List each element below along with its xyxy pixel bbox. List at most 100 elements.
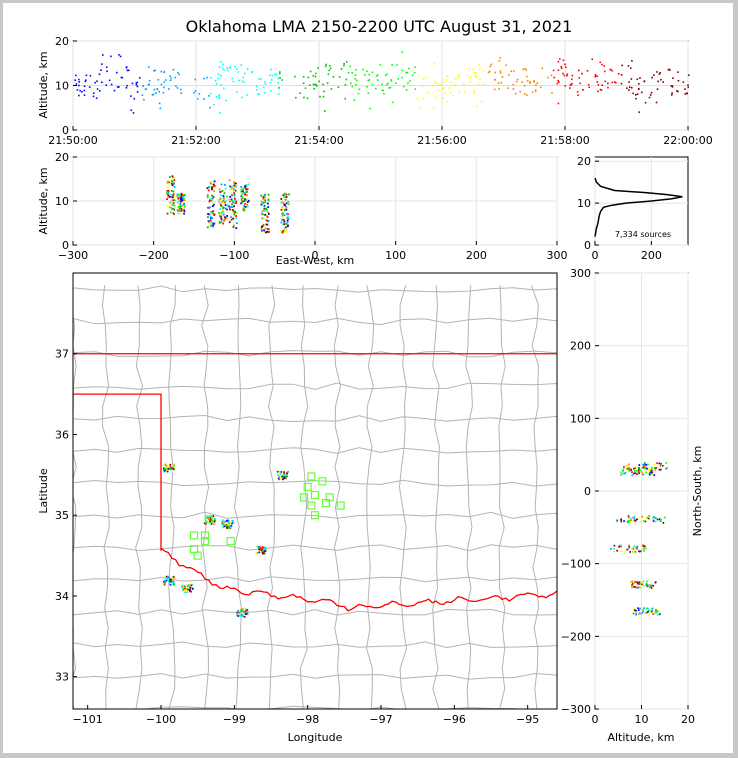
source-point bbox=[534, 90, 537, 92]
source-point bbox=[382, 89, 384, 92]
source-point bbox=[656, 462, 659, 465]
source-point bbox=[230, 216, 233, 219]
source-point bbox=[283, 192, 286, 195]
source-point bbox=[285, 222, 288, 225]
source-point bbox=[153, 88, 156, 91]
source-point bbox=[203, 77, 205, 80]
source-point bbox=[242, 76, 245, 79]
source-point bbox=[632, 92, 635, 95]
source-point bbox=[635, 609, 637, 612]
source-point bbox=[354, 74, 357, 76]
latitude-tick-label: 37 bbox=[55, 348, 69, 361]
source-point bbox=[211, 212, 214, 215]
ns-tick-label: −300 bbox=[561, 703, 591, 716]
source-point bbox=[474, 90, 476, 93]
source-point bbox=[314, 83, 316, 86]
source-point bbox=[167, 196, 170, 199]
source-point bbox=[521, 81, 523, 83]
source-point bbox=[622, 469, 625, 472]
source-point bbox=[225, 217, 227, 220]
source-point bbox=[634, 520, 637, 522]
source-point bbox=[151, 94, 154, 96]
source-point bbox=[210, 186, 213, 189]
source-point bbox=[219, 208, 221, 211]
source-point bbox=[280, 229, 283, 232]
source-point bbox=[664, 516, 666, 519]
source-point bbox=[557, 79, 560, 82]
source-point bbox=[280, 201, 283, 204]
source-point bbox=[263, 194, 266, 197]
source-point bbox=[184, 589, 187, 592]
altitude-tick-label: 10 bbox=[635, 713, 649, 726]
source-point bbox=[369, 107, 371, 110]
source-point bbox=[658, 518, 661, 521]
source-point bbox=[280, 198, 283, 200]
source-point bbox=[222, 201, 225, 204]
source-point bbox=[231, 200, 234, 203]
source-point bbox=[222, 199, 225, 202]
source-point bbox=[177, 194, 180, 197]
source-point bbox=[262, 198, 265, 201]
source-point bbox=[218, 212, 221, 215]
source-point bbox=[172, 468, 175, 470]
source-point bbox=[463, 83, 465, 85]
source-point bbox=[294, 96, 297, 99]
source-point bbox=[232, 181, 235, 184]
source-point bbox=[332, 75, 335, 78]
source-point bbox=[285, 202, 288, 205]
source-point bbox=[210, 181, 213, 184]
source-point bbox=[281, 473, 283, 476]
source-point bbox=[414, 88, 417, 90]
source-point bbox=[657, 80, 660, 83]
source-point bbox=[240, 202, 243, 205]
source-point bbox=[269, 90, 272, 92]
source-point bbox=[676, 90, 678, 92]
source-point bbox=[281, 478, 284, 481]
source-point bbox=[277, 93, 280, 95]
source-point bbox=[636, 473, 639, 476]
source-point bbox=[126, 69, 129, 72]
source-point bbox=[191, 586, 194, 589]
source-point bbox=[381, 83, 383, 86]
station-marker bbox=[204, 515, 213, 524]
source-point bbox=[219, 112, 221, 114]
source-point bbox=[167, 189, 170, 192]
source-point bbox=[620, 521, 623, 523]
source-point bbox=[644, 520, 647, 523]
source-point bbox=[662, 466, 665, 468]
source-point bbox=[217, 95, 220, 98]
source-point bbox=[267, 202, 269, 205]
source-point bbox=[522, 68, 524, 71]
source-point bbox=[78, 94, 80, 97]
source-point bbox=[235, 200, 238, 203]
source-point bbox=[171, 208, 173, 210]
source-point bbox=[319, 95, 321, 98]
source-point bbox=[628, 81, 630, 83]
source-point bbox=[182, 207, 185, 210]
source-point bbox=[639, 583, 641, 585]
source-point bbox=[355, 83, 357, 86]
source-point bbox=[227, 527, 230, 529]
source-point bbox=[637, 607, 639, 610]
source-point bbox=[637, 582, 639, 585]
source-point bbox=[207, 216, 209, 219]
source-point bbox=[672, 77, 674, 79]
source-point bbox=[630, 580, 633, 583]
source-point bbox=[621, 472, 624, 475]
count-tick-label: 0 bbox=[592, 249, 599, 262]
altitude-tick-label: 20 bbox=[55, 35, 69, 48]
source-point bbox=[178, 73, 180, 76]
source-point bbox=[226, 204, 228, 207]
source-point bbox=[345, 78, 348, 81]
source-point bbox=[283, 220, 286, 223]
source-point bbox=[184, 193, 187, 196]
station-marker bbox=[299, 493, 309, 502]
source-point bbox=[230, 524, 233, 527]
source-point bbox=[474, 74, 476, 77]
source-point bbox=[656, 71, 658, 73]
source-point bbox=[233, 213, 236, 216]
source-point bbox=[209, 219, 212, 222]
source-point bbox=[246, 94, 248, 96]
source-point bbox=[169, 79, 172, 82]
source-point bbox=[164, 467, 166, 470]
